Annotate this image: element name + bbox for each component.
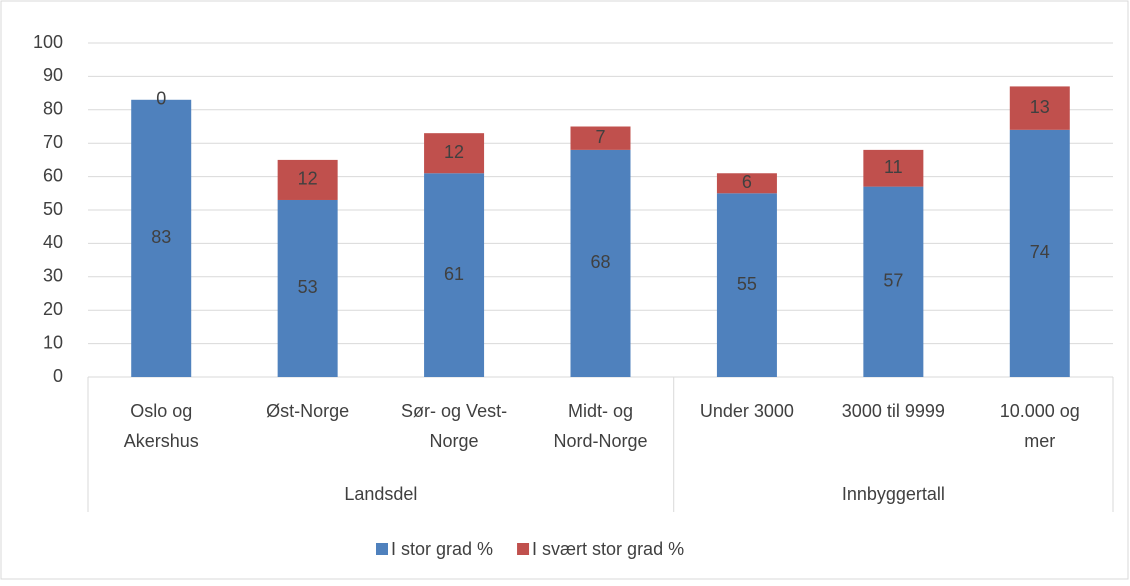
data-label: 0 bbox=[156, 89, 166, 109]
bar-segment bbox=[424, 133, 485, 174]
bar-segment bbox=[570, 126, 631, 150]
data-label: 12 bbox=[444, 142, 464, 162]
legend-swatch bbox=[376, 543, 388, 555]
legend-label: I svært stor grad % bbox=[532, 539, 684, 559]
y-tick-label: 60 bbox=[43, 165, 63, 185]
bar-segment bbox=[1009, 129, 1070, 377]
bar-segment bbox=[716, 193, 777, 377]
data-label: 55 bbox=[737, 274, 757, 294]
bar-segment bbox=[716, 173, 777, 194]
data-label: 12 bbox=[298, 169, 318, 189]
y-tick-label: 40 bbox=[43, 232, 63, 252]
y-tick-label: 70 bbox=[43, 132, 63, 152]
data-label: 74 bbox=[1030, 242, 1050, 262]
x-tick-label: Midt- og Nord-Norge bbox=[553, 401, 647, 451]
y-tick-label: 80 bbox=[43, 99, 63, 119]
data-label: 57 bbox=[883, 271, 903, 291]
y-tick-label: 50 bbox=[43, 199, 63, 219]
y-tick-label: 0 bbox=[53, 366, 63, 386]
bar-segment bbox=[277, 159, 338, 200]
data-label: 11 bbox=[884, 157, 903, 177]
data-label: 7 bbox=[595, 127, 605, 147]
bar-segment bbox=[570, 149, 631, 377]
x-tick-label: Sør- og Vest-Norge bbox=[401, 401, 507, 451]
group-label: Innbyggertall bbox=[842, 484, 945, 504]
data-label: 61 bbox=[444, 264, 464, 284]
data-label: 83 bbox=[151, 227, 171, 247]
data-label: 6 bbox=[742, 172, 752, 192]
x-tick-label: 3000 til 9999 bbox=[842, 401, 945, 421]
y-tick-label: 90 bbox=[43, 65, 63, 85]
x-tick-label: Oslo og Akershus bbox=[124, 401, 199, 451]
y-tick-label: 20 bbox=[43, 299, 63, 319]
x-tick-label: Øst-Norge bbox=[266, 401, 349, 421]
bar-segment bbox=[863, 149, 924, 187]
legend-label: I stor grad % bbox=[391, 539, 493, 559]
y-tick-label: 100 bbox=[33, 32, 63, 52]
group-label: Landsdel bbox=[344, 484, 417, 504]
legend-swatch bbox=[517, 543, 530, 555]
bar-segment bbox=[424, 173, 485, 377]
bar-segment bbox=[1009, 86, 1070, 130]
bar-segment bbox=[863, 186, 924, 377]
y-tick-label: 10 bbox=[43, 332, 63, 352]
x-tick-label: 10.000 og mer bbox=[1000, 401, 1080, 451]
bar-segment bbox=[131, 99, 192, 377]
y-tick-label: 30 bbox=[43, 266, 63, 286]
x-tick-label: Under 3000 bbox=[700, 401, 794, 421]
bar-segment bbox=[277, 199, 338, 377]
data-label: 13 bbox=[1030, 97, 1050, 117]
data-label: 53 bbox=[298, 277, 318, 297]
data-label: 68 bbox=[590, 252, 610, 272]
